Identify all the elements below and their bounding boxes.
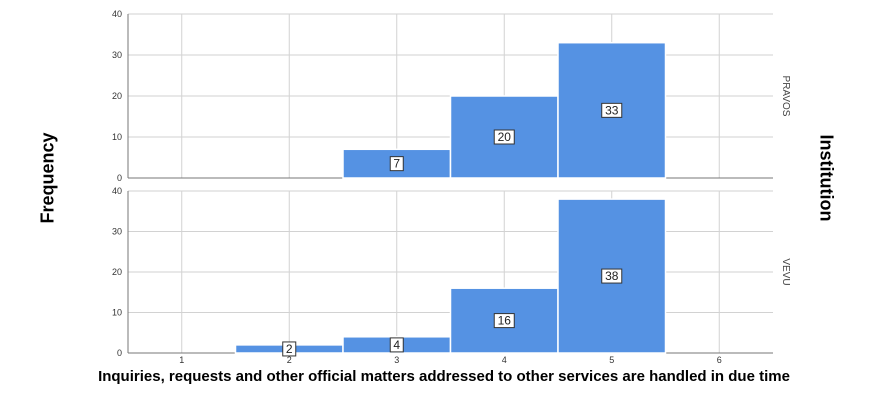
- p1-data-label-3: 7: [393, 157, 400, 171]
- facet-axis-label: Institution: [816, 134, 837, 222]
- x-axis-label: Inquiries, requests and other official m…: [98, 368, 790, 385]
- p1-y-tick-20: 20: [112, 91, 122, 101]
- p2-data-label-box-2: [282, 341, 297, 357]
- p2-data-label-box-5: [601, 268, 623, 284]
- p2-y-tick-40: 40: [112, 186, 122, 196]
- p1-y-tick-30: 30: [112, 50, 122, 60]
- p2-data-label-2: 2: [286, 342, 293, 356]
- x-tick-2: 2: [287, 355, 292, 365]
- p2-panel-label: VEVU: [780, 258, 791, 285]
- x-tick-1: 1: [179, 355, 184, 365]
- x-tick-5: 5: [609, 355, 614, 365]
- p2-y-tick-0: 0: [117, 348, 122, 358]
- p1-panel-label: PRAVOS: [780, 76, 791, 117]
- p2-data-label-3: 4: [393, 338, 400, 352]
- p2-y-tick-30: 30: [112, 227, 122, 237]
- y-axis-label: Frequency: [37, 132, 58, 224]
- p2-data-label-4: 16: [498, 314, 512, 328]
- x-tick-3: 3: [394, 355, 399, 365]
- p2-data-label-box-4: [493, 313, 515, 329]
- p1-y-tick-10: 10: [112, 132, 122, 142]
- p1-y-tick-40: 40: [112, 9, 122, 19]
- p1-data-label-box-5: [601, 102, 623, 118]
- x-tick-4: 4: [502, 355, 507, 365]
- p2-data-label-box-3: [389, 337, 404, 353]
- p1-data-label-box-4: [493, 129, 515, 145]
- p1-data-label-4: 20: [498, 130, 512, 144]
- p1-data-label-5: 33: [605, 103, 619, 117]
- p2-y-tick-20: 20: [112, 267, 122, 277]
- p2-data-label-5: 38: [605, 269, 619, 283]
- p2-y-tick-10: 10: [112, 308, 122, 318]
- p1-y-tick-0: 0: [117, 173, 122, 183]
- p1-data-label-box-3: [389, 156, 404, 172]
- x-tick-6: 6: [717, 355, 722, 365]
